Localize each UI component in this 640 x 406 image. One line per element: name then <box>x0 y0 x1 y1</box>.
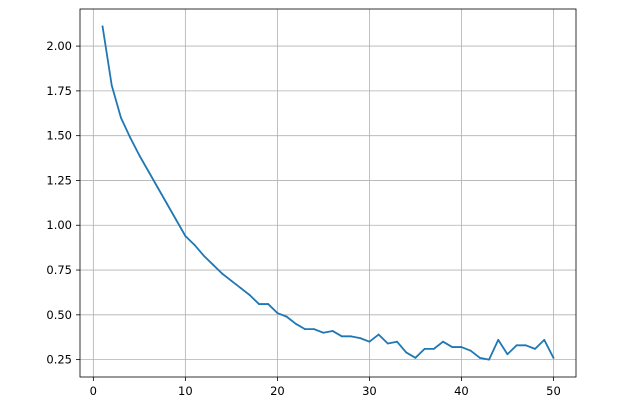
data-point <box>258 303 260 305</box>
data-point <box>460 346 463 348</box>
data-point <box>138 154 141 157</box>
data-point <box>304 328 306 331</box>
grid <box>80 9 576 377</box>
data-point <box>313 328 316 331</box>
x-tick-label: 0 <box>90 384 97 398</box>
data-point <box>488 358 490 361</box>
data-point <box>451 346 454 348</box>
data-point <box>193 244 196 246</box>
data-point <box>129 136 132 139</box>
series-line <box>101 25 555 361</box>
data-point <box>239 287 242 289</box>
x-tick-label: 30 <box>362 384 377 398</box>
data-point <box>377 333 380 336</box>
data-point <box>331 330 334 332</box>
data-point <box>166 202 168 205</box>
y-tick-label: 0.50 <box>46 308 72 322</box>
data-point <box>524 344 527 347</box>
data-point <box>386 342 389 345</box>
data-point <box>442 340 444 343</box>
data-point <box>552 356 555 359</box>
y-tick-label: 1.50 <box>46 129 72 143</box>
data-point <box>368 340 371 343</box>
data-point <box>534 347 536 350</box>
data-point <box>175 218 178 221</box>
data-point <box>322 331 325 334</box>
y-tick-label: 0.25 <box>46 353 72 367</box>
data-point <box>202 254 205 257</box>
data-point <box>248 294 251 297</box>
data-point <box>340 335 343 338</box>
plot-frame <box>79 8 577 378</box>
data-point <box>294 322 297 325</box>
y-tick-label: 2.00 <box>46 39 72 53</box>
data-point <box>110 84 113 87</box>
y-tick-label: 1.25 <box>46 173 72 187</box>
data-point <box>423 347 426 350</box>
data-point <box>285 315 288 318</box>
data-point <box>120 116 122 119</box>
y-tick-label: 1.00 <box>46 218 72 232</box>
data-point <box>506 353 509 356</box>
data-point <box>184 235 187 237</box>
x-tick-label: 40 <box>454 384 469 398</box>
data-point <box>156 186 159 189</box>
data-point <box>405 351 408 354</box>
data-point <box>212 263 214 266</box>
x-tick-label: 50 <box>546 384 561 398</box>
series-layer <box>101 25 555 361</box>
y-tick-label: 0.75 <box>46 263 72 277</box>
data-point <box>276 312 279 314</box>
data-point <box>147 170 150 173</box>
data-point <box>469 349 472 352</box>
data-point <box>101 25 104 28</box>
data-point <box>230 279 233 282</box>
axis-ticks: 0 10 20 30 40 50 0.25 0.50 0.75 1.00 1.25 1.50 1.75 2… <box>46 39 560 398</box>
data-point <box>432 347 435 350</box>
data-point <box>221 272 224 275</box>
data-point <box>267 303 270 305</box>
data-point <box>497 339 500 341</box>
data-point <box>396 340 398 343</box>
data-point <box>414 356 417 359</box>
data-point <box>350 335 352 338</box>
data-point <box>543 339 546 341</box>
data-point <box>515 344 518 347</box>
x-tick-label: 10 <box>178 384 193 398</box>
x-tick-label: 20 <box>270 384 285 398</box>
data-point <box>359 337 362 340</box>
data-point <box>478 356 481 359</box>
y-tick-label: 1.75 <box>46 84 72 98</box>
